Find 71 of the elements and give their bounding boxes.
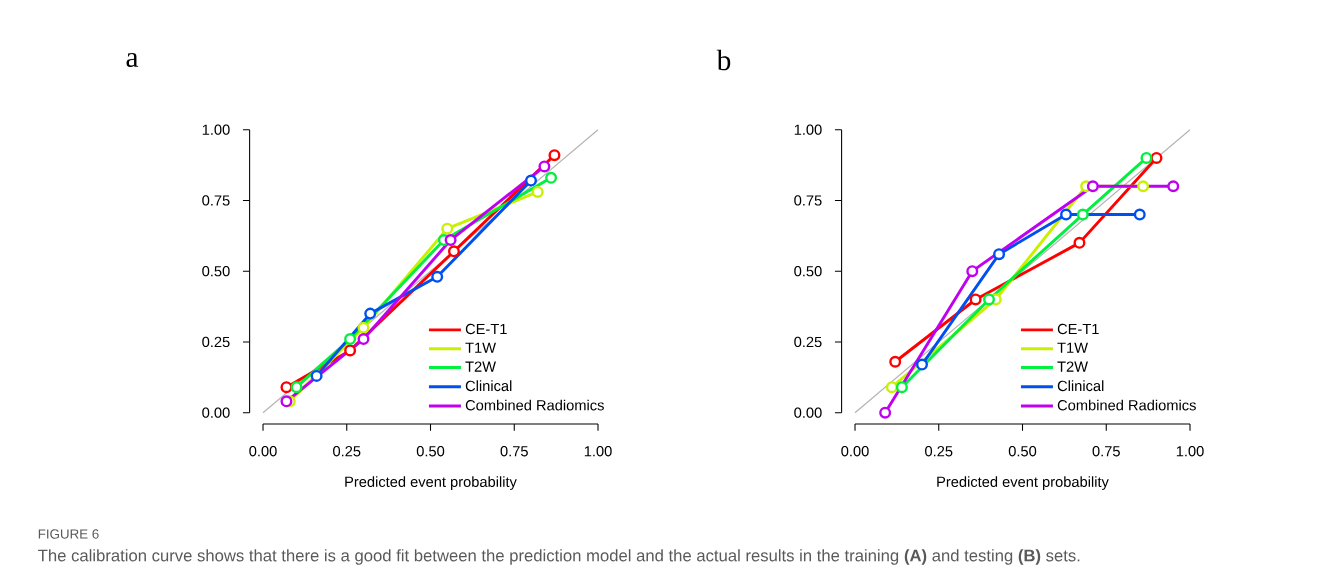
point <box>357 321 370 334</box>
point <box>447 245 460 258</box>
point <box>531 185 544 198</box>
point <box>357 333 370 346</box>
x-axis-title: Predicted event probability <box>937 476 1109 490</box>
point <box>545 171 558 184</box>
legend-label: Clinical <box>465 380 512 392</box>
text: The calibration curve shows that there is a good fit between the prediction model and the actual results in the training (A) and testing (B) sets. <box>38 549 1080 565</box>
point <box>993 248 1006 261</box>
legend-label: T2W <box>465 361 496 372</box>
point <box>1073 236 1086 249</box>
point <box>1060 208 1073 221</box>
legend-label: Clinical <box>1057 380 1104 392</box>
point <box>916 358 929 371</box>
y-tick-label: 0.75 <box>202 195 230 206</box>
caption: FIGURE 6 <box>38 529 99 539</box>
x-tick-label: 0.25 <box>925 446 953 457</box>
y-tick-label: 0.00 <box>202 407 230 418</box>
point <box>969 293 982 306</box>
legend-label: T1W <box>1057 342 1088 353</box>
point <box>310 369 323 382</box>
point <box>441 222 454 235</box>
point <box>290 381 303 394</box>
point <box>344 344 357 357</box>
y-tick-label: 0.50 <box>794 265 822 277</box>
point <box>1076 208 1089 221</box>
legend-label: Combined Radiomics <box>1057 399 1196 411</box>
x-tick-label: 0.00 <box>841 446 869 457</box>
x-tick-label: 0.50 <box>1008 446 1037 457</box>
point <box>1140 151 1153 164</box>
point <box>1086 180 1099 193</box>
point <box>444 234 457 247</box>
point <box>344 333 357 346</box>
chart-title: a <box>126 52 139 68</box>
y-tick-label: 0.75 <box>794 195 822 206</box>
x-axis-title: Predicted event probability <box>345 476 517 490</box>
legend-label: CE-T1 <box>1057 323 1099 335</box>
point <box>1167 180 1180 193</box>
point <box>1150 151 1163 164</box>
y-tick-label: 0.25 <box>794 336 822 348</box>
legend-label: CE-T1 <box>465 323 507 335</box>
point <box>895 381 908 394</box>
x-tick-label: 0.75 <box>500 446 528 457</box>
y-tick-label: 0.50 <box>202 265 230 277</box>
point <box>525 174 538 187</box>
y-tick-label: 0.00 <box>794 407 822 418</box>
point <box>983 293 995 306</box>
point <box>885 381 898 394</box>
point <box>538 160 551 173</box>
point <box>966 265 979 278</box>
y-tick-label: 1.00 <box>794 124 822 135</box>
point <box>1137 180 1150 193</box>
x-tick-label: 1.00 <box>584 446 612 457</box>
y-tick-label: 0.25 <box>202 336 230 348</box>
y-tick-label: 1.00 <box>202 124 230 135</box>
point <box>364 307 377 320</box>
legend-label: Combined Radiomics <box>465 399 604 411</box>
x-tick-label: 0.75 <box>1092 446 1120 457</box>
legend-label: T1W <box>465 342 496 353</box>
point <box>1133 208 1146 221</box>
point <box>431 270 444 283</box>
x-tick-label: 0.25 <box>333 446 361 457</box>
x-tick-label: 0.00 <box>249 446 277 457</box>
x-tick-label: 0.50 <box>416 446 445 457</box>
point <box>889 355 902 368</box>
legend-label: T2W <box>1057 361 1088 372</box>
point <box>548 149 561 162</box>
point <box>280 381 293 394</box>
point <box>879 406 892 419</box>
x-tick-label: 1.00 <box>1176 446 1204 457</box>
chart-title: b <box>716 49 731 71</box>
